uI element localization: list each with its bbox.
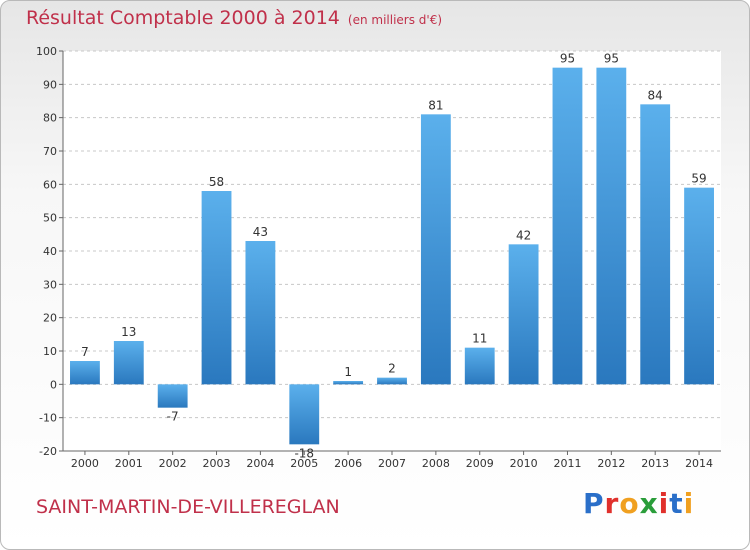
logo-letter: i [658, 487, 670, 520]
data-label-2001: 13 [121, 325, 136, 339]
logo-letter: i [683, 487, 695, 520]
bar-2004 [245, 241, 276, 385]
bar-2002 [157, 384, 188, 408]
y-tick-label: 20 [43, 312, 57, 325]
logo-letter: t [669, 487, 684, 520]
x-tick-label-2005: 2005 [290, 457, 318, 470]
bar-2012 [596, 67, 627, 385]
y-tick-label: 70 [43, 145, 57, 158]
x-tick-label-2002: 2002 [159, 457, 187, 470]
x-tick-label-2012: 2012 [597, 457, 625, 470]
x-tick-label-2014: 2014 [685, 457, 713, 470]
chart-title: Résultat Comptable 2000 à 2014 (en millie… [26, 7, 443, 29]
x-tick-label-2004: 2004 [246, 457, 274, 470]
data-label-2003: 58 [209, 175, 224, 189]
bar-2005 [289, 384, 320, 445]
logo-letter: x [639, 487, 659, 520]
x-tick-label-2011: 2011 [553, 457, 581, 470]
data-label-2002: -7 [167, 410, 179, 424]
y-tick-label: 80 [43, 112, 57, 125]
chart-subtitle: (en milliers d'€) [347, 13, 443, 27]
bar-2013 [640, 104, 671, 385]
bar-2000 [70, 361, 100, 385]
x-tick-label-2007: 2007 [378, 457, 406, 470]
bar-2001 [113, 341, 144, 385]
bar-2006 [333, 381, 364, 385]
y-tick-label: -20 [39, 445, 57, 458]
x-tick-label-2006: 2006 [334, 457, 362, 470]
y-tick-label: 30 [43, 278, 57, 291]
x-tick-label-2000: 2000 [71, 457, 99, 470]
y-tick-label: 0 [50, 378, 57, 391]
y-tick-label: 10 [43, 345, 57, 358]
data-label-2004: 43 [253, 225, 268, 239]
bar-2011 [552, 67, 583, 385]
logo-letter: o [619, 487, 640, 520]
logo-letter: r [604, 487, 620, 520]
x-tick-label-2008: 2008 [422, 457, 450, 470]
y-tick-label: 100 [36, 45, 57, 58]
x-tick-label-2009: 2009 [466, 457, 494, 470]
logo-letter: P [583, 487, 605, 520]
bar-2007 [377, 377, 407, 385]
data-label-2009: 11 [472, 332, 487, 346]
data-label-2011: 95 [560, 52, 575, 66]
data-label-2014: 59 [691, 172, 706, 186]
commune-name: SAINT-MARTIN-DE-VILLEREGLAN [36, 496, 340, 518]
x-tick-label-2001: 2001 [115, 457, 143, 470]
data-label-2000: 7 [81, 345, 89, 359]
data-label-2010: 42 [516, 228, 531, 242]
bar-2014 [684, 187, 714, 385]
data-label-2012: 95 [604, 52, 619, 66]
data-label-2013: 84 [648, 88, 663, 102]
x-tick-label-2010: 2010 [510, 457, 538, 470]
x-tick-label-2013: 2013 [641, 457, 669, 470]
data-label-2008: 81 [428, 98, 443, 112]
y-tick-label: 90 [43, 78, 57, 91]
y-tick-label: 60 [43, 178, 57, 191]
bar-2003 [201, 191, 232, 385]
y-tick-label: 50 [43, 212, 57, 225]
data-label-2006: 1 [344, 365, 352, 379]
bar-2009 [464, 347, 495, 385]
bar-2008 [420, 114, 451, 385]
bar-2010 [508, 244, 539, 385]
x-tick-label-2003: 2003 [203, 457, 231, 470]
data-label-2007: 2 [388, 362, 396, 376]
y-tick-label: 40 [43, 245, 57, 258]
proxiti-logo: Proxiti [583, 487, 694, 520]
y-tick-label: -10 [39, 412, 57, 425]
